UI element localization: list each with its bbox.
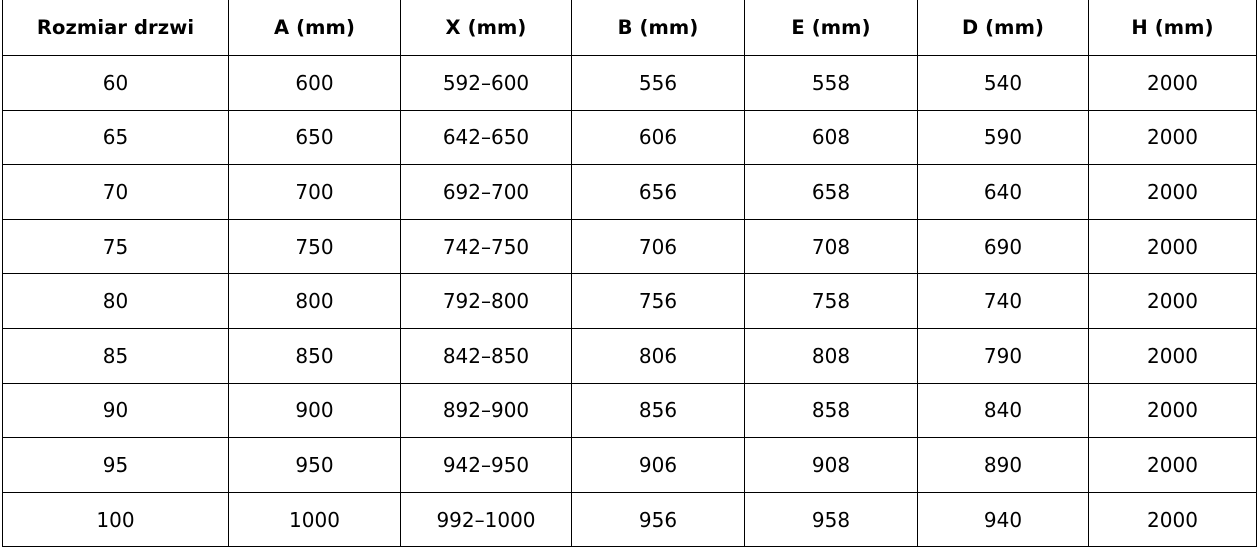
cell-a: 700	[228, 164, 401, 220]
table-row: 85 850 842–850 806 808 790 2000	[2, 328, 1257, 384]
column-header-x: X (mm)	[400, 0, 572, 56]
column-header-rozmiar-drzwi: Rozmiar drzwi	[2, 0, 229, 56]
column-header-d: D (mm)	[917, 0, 1089, 56]
cell-b: 906	[571, 437, 745, 493]
table-row: 75 750 742–750 706 708 690 2000	[2, 219, 1257, 275]
cell-b: 956	[571, 492, 745, 547]
cell-e: 908	[744, 437, 918, 493]
cell-rozmiar-drzwi: 75	[2, 219, 229, 275]
table-body: 60 600 592–600 556 558 540 2000 65 650 6…	[2, 55, 1257, 547]
cell-h: 2000	[1088, 328, 1257, 384]
cell-rozmiar-drzwi: 80	[2, 273, 229, 329]
table-row: 65 650 642–650 606 608 590 2000	[2, 110, 1257, 166]
cell-rozmiar-drzwi: 95	[2, 437, 229, 493]
cell-d: 790	[917, 328, 1089, 384]
cell-d: 740	[917, 273, 1089, 329]
cell-e: 658	[744, 164, 918, 220]
cell-rozmiar-drzwi: 60	[2, 55, 229, 111]
cell-rozmiar-drzwi: 70	[2, 164, 229, 220]
cell-e: 758	[744, 273, 918, 329]
cell-h: 2000	[1088, 164, 1257, 220]
table-row: 60 600 592–600 556 558 540 2000	[2, 55, 1257, 111]
cell-x: 992–1000	[400, 492, 572, 547]
cell-b: 706	[571, 219, 745, 275]
cell-a: 800	[228, 273, 401, 329]
cell-e: 808	[744, 328, 918, 384]
cell-d: 890	[917, 437, 1089, 493]
table-row: 90 900 892–900 856 858 840 2000	[2, 383, 1257, 439]
cell-h: 2000	[1088, 273, 1257, 329]
cell-a: 1000	[228, 492, 401, 547]
column-header-b: B (mm)	[571, 0, 745, 56]
cell-b: 756	[571, 273, 745, 329]
cell-rozmiar-drzwi: 100	[2, 492, 229, 547]
cell-x: 842–850	[400, 328, 572, 384]
table-header: Rozmiar drzwi A (mm) X (mm) B (mm) E (mm…	[2, 0, 1257, 56]
cell-d: 690	[917, 219, 1089, 275]
cell-h: 2000	[1088, 219, 1257, 275]
cell-x: 592–600	[400, 55, 572, 111]
cell-h: 2000	[1088, 383, 1257, 439]
cell-e: 608	[744, 110, 918, 166]
cell-h: 2000	[1088, 492, 1257, 547]
cell-d: 540	[917, 55, 1089, 111]
cell-b: 606	[571, 110, 745, 166]
cell-h: 2000	[1088, 110, 1257, 166]
cell-x: 792–800	[400, 273, 572, 329]
cell-b: 656	[571, 164, 745, 220]
cell-x: 642–650	[400, 110, 572, 166]
cell-a: 850	[228, 328, 401, 384]
table-row: 70 700 692–700 656 658 640 2000	[2, 164, 1257, 220]
cell-rozmiar-drzwi: 65	[2, 110, 229, 166]
cell-x: 892–900	[400, 383, 572, 439]
cell-b: 806	[571, 328, 745, 384]
cell-h: 2000	[1088, 55, 1257, 111]
cell-e: 708	[744, 219, 918, 275]
cell-e: 858	[744, 383, 918, 439]
cell-b: 556	[571, 55, 745, 111]
cell-d: 840	[917, 383, 1089, 439]
column-header-h: H (mm)	[1088, 0, 1257, 56]
cell-a: 900	[228, 383, 401, 439]
cell-rozmiar-drzwi: 90	[2, 383, 229, 439]
table-row: 80 800 792–800 756 758 740 2000	[2, 273, 1257, 329]
cell-d: 590	[917, 110, 1089, 166]
cell-a: 750	[228, 219, 401, 275]
cell-d: 940	[917, 492, 1089, 547]
cell-h: 2000	[1088, 437, 1257, 493]
cell-e: 558	[744, 55, 918, 111]
column-header-a: A (mm)	[228, 0, 401, 56]
column-header-e: E (mm)	[744, 0, 918, 56]
cell-d: 640	[917, 164, 1089, 220]
cell-a: 600	[228, 55, 401, 111]
table-row: 95 950 942–950 906 908 890 2000	[2, 437, 1257, 493]
cell-rozmiar-drzwi: 85	[2, 328, 229, 384]
table-header-row: Rozmiar drzwi A (mm) X (mm) B (mm) E (mm…	[2, 0, 1257, 56]
cell-x: 692–700	[400, 164, 572, 220]
cell-x: 942–950	[400, 437, 572, 493]
cell-b: 856	[571, 383, 745, 439]
cell-x: 742–750	[400, 219, 572, 275]
table-row: 100 1000 992–1000 956 958 940 2000	[2, 492, 1257, 547]
cell-a: 950	[228, 437, 401, 493]
cell-e: 958	[744, 492, 918, 547]
cell-a: 650	[228, 110, 401, 166]
